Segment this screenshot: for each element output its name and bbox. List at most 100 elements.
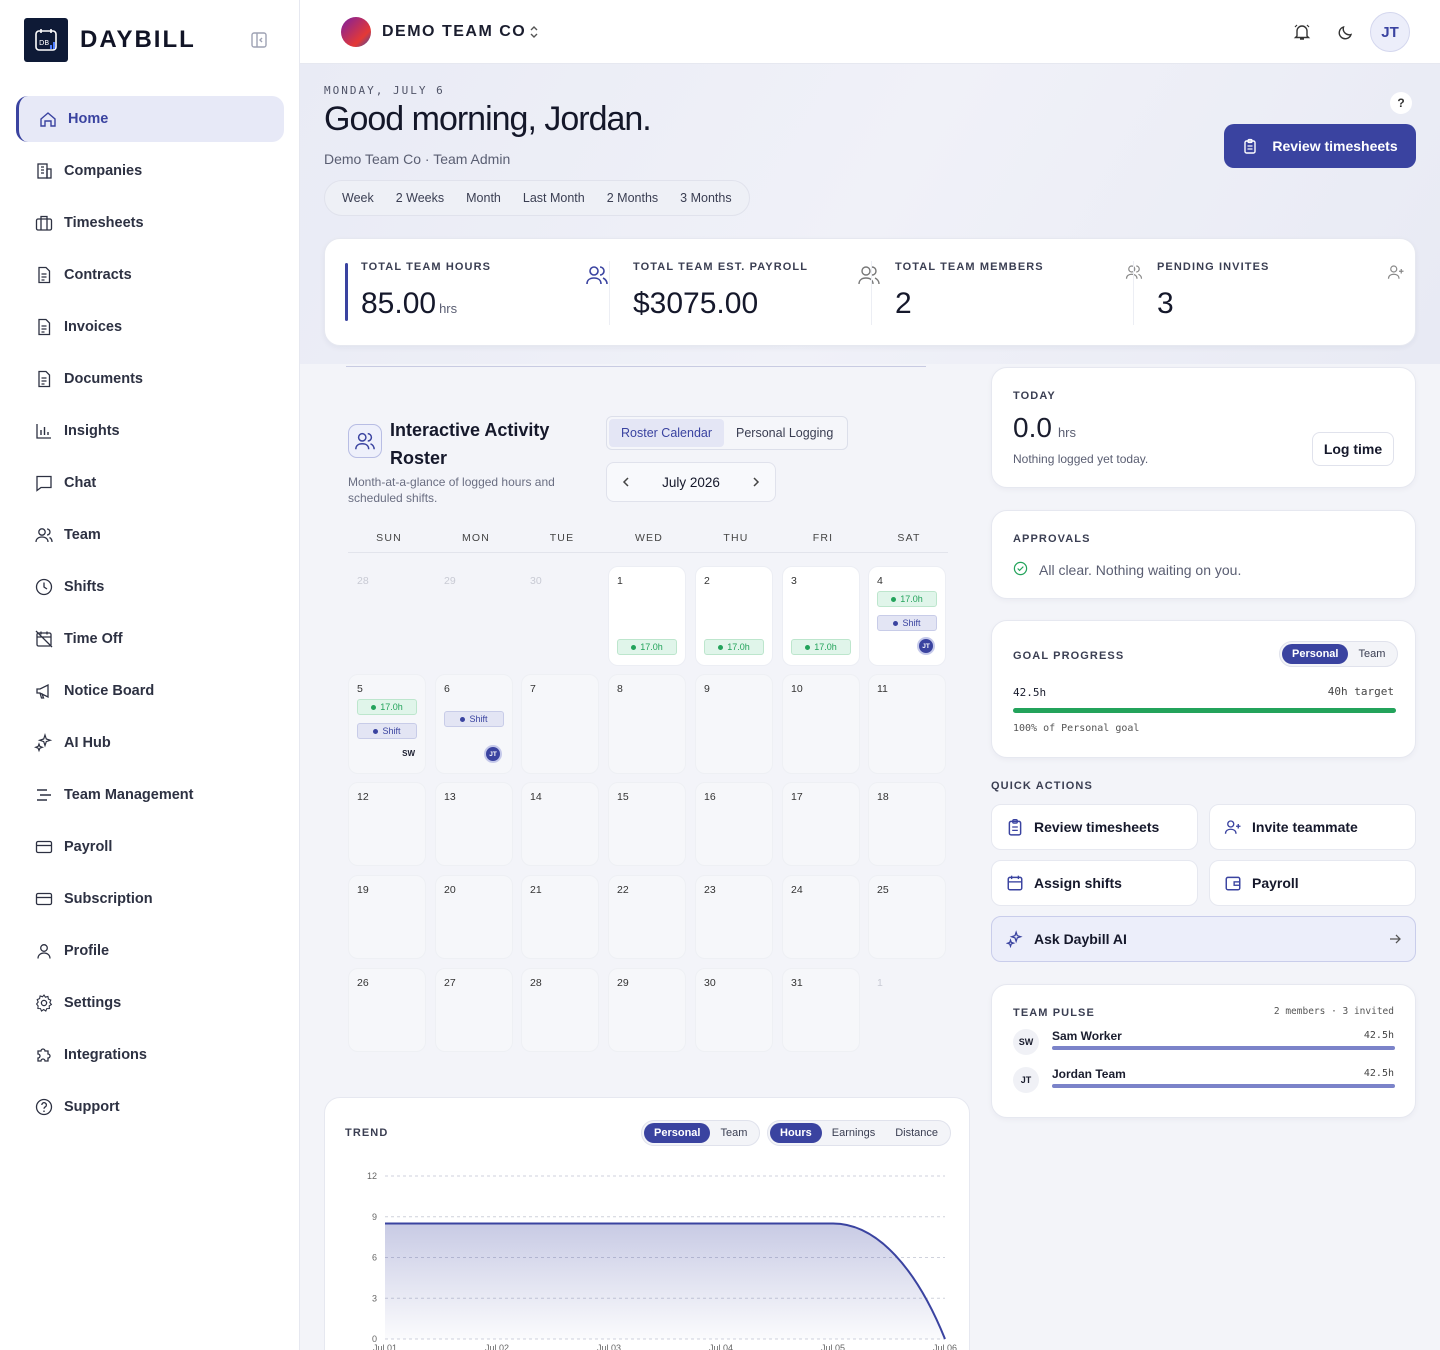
qa-payroll[interactable]: Payroll: [1209, 860, 1416, 906]
tab-personal-logging[interactable]: Personal Logging: [736, 426, 834, 440]
approvals-message: All clear. Nothing waiting on you.: [1039, 562, 1242, 578]
help-button[interactable]: ?: [1390, 92, 1412, 114]
chevron-updown-icon[interactable]: [528, 24, 540, 40]
calendar-day[interactable]: 13: [435, 782, 513, 866]
calendar-day[interactable]: 1: [868, 968, 946, 1052]
range-option[interactable]: Last Month: [522, 191, 585, 205]
chevron-left-icon[interactable]: [621, 476, 631, 488]
hours-pill[interactable]: 17.0h: [877, 591, 937, 607]
calendar-day[interactable]: 29: [608, 968, 686, 1052]
sidebar-item-home[interactable]: Home: [16, 96, 284, 142]
sidebar-item-contracts[interactable]: Contracts: [16, 252, 284, 298]
sidebar-item-shifts[interactable]: Shifts: [16, 564, 284, 610]
range-option[interactable]: 2 Weeks: [395, 191, 445, 205]
qa-review-timesheets[interactable]: Review timesheets: [991, 804, 1198, 850]
brand[interactable]: DB DAYBILL: [24, 18, 196, 62]
collapse-sidebar-icon[interactable]: [250, 31, 268, 49]
calendar-day[interactable]: 28: [348, 566, 426, 666]
trend-personal-option[interactable]: Personal: [644, 1123, 711, 1143]
range-option[interactable]: Month: [466, 191, 501, 205]
tab-roster-calendar[interactable]: Roster Calendar: [609, 419, 725, 447]
sidebar-item-payroll[interactable]: Payroll: [16, 824, 284, 870]
shift-pill[interactable]: Shift: [444, 711, 504, 727]
calendar-day[interactable]: 18: [868, 782, 946, 866]
moon-icon[interactable]: [1336, 22, 1356, 42]
calendar-day[interactable]: 17: [782, 782, 860, 866]
sidebar-item-time-off[interactable]: Time Off: [16, 616, 284, 662]
trend-team-option[interactable]: Team: [720, 1127, 748, 1139]
calendar-day[interactable]: 20: [435, 875, 513, 959]
calendar-day[interactable]: 15: [608, 782, 686, 866]
sidebar-item-settings[interactable]: Settings: [16, 980, 284, 1026]
sidebar-item-integrations[interactable]: Integrations: [16, 1032, 284, 1078]
qa-invite-teammate[interactable]: Invite teammate: [1209, 804, 1416, 850]
calendar-day[interactable]: 25: [868, 875, 946, 959]
hours-pill[interactable]: 17.0h: [791, 639, 851, 655]
calendar-day[interactable]: 21: [521, 875, 599, 959]
calendar-day[interactable]: 14: [521, 782, 599, 866]
team-name[interactable]: DEMO TEAM CO: [382, 23, 527, 40]
sidebar-item-chat[interactable]: Chat: [16, 460, 284, 506]
hours-pill[interactable]: 17.0h: [357, 699, 417, 715]
range-option[interactable]: Week: [342, 191, 374, 205]
range-option[interactable]: 2 Months: [606, 191, 659, 205]
calendar-day[interactable]: 1 17.0h: [608, 566, 686, 666]
review-timesheets-button[interactable]: Review timesheets: [1224, 124, 1416, 168]
trend-earnings-option[interactable]: Earnings: [831, 1127, 876, 1139]
qa-assign-shifts[interactable]: Assign shifts: [991, 860, 1198, 906]
calendar-day[interactable]: 30: [521, 566, 599, 666]
range-option[interactable]: 3 Months: [680, 191, 732, 205]
ask-ai-button[interactable]: Ask Daybill AI: [991, 916, 1416, 962]
calendar-day[interactable]: 23: [695, 875, 773, 959]
goal-team-option[interactable]: Team: [1358, 648, 1386, 660]
calendar-day[interactable]: 30: [695, 968, 773, 1052]
calendar-day[interactable]: 9: [695, 674, 773, 774]
sidebar-item-companies[interactable]: Companies: [16, 148, 284, 194]
sidebar-item-documents[interactable]: Documents: [16, 356, 284, 402]
calendar-day[interactable]: 2 17.0h: [695, 566, 773, 666]
hours-pill[interactable]: 17.0h: [617, 639, 677, 655]
shift-pill[interactable]: Shift: [877, 615, 937, 631]
calendar-day[interactable]: 6 Shift JT: [435, 674, 513, 774]
calendar-day[interactable]: 11: [868, 674, 946, 774]
team-avatar[interactable]: [341, 17, 371, 47]
sidebar-item-ai-hub[interactable]: AI Hub: [16, 720, 284, 766]
calendar-day[interactable]: 8: [608, 674, 686, 774]
calendar-day[interactable]: 24: [782, 875, 860, 959]
calendar-day[interactable]: 22: [608, 875, 686, 959]
calendar-day[interactable]: 28: [521, 968, 599, 1052]
calendar-day[interactable]: 16: [695, 782, 773, 866]
calendar-day[interactable]: 3 17.0h: [782, 566, 860, 666]
calendar-day[interactable]: 27: [435, 968, 513, 1052]
day-number: 29: [444, 575, 456, 587]
sidebar-item-notice-board[interactable]: Notice Board: [16, 668, 284, 714]
sidebar-item-team-management[interactable]: Team Management: [16, 772, 284, 818]
day-number: 17: [791, 791, 803, 803]
hours-pill[interactable]: 17.0h: [704, 639, 764, 655]
calendar-day[interactable]: 5 17.0h Shift SW: [348, 674, 426, 774]
shift-pill[interactable]: Shift: [357, 723, 417, 739]
calendar-day[interactable]: 10: [782, 674, 860, 774]
sidebar-item-subscription[interactable]: Subscription: [16, 876, 284, 922]
calendar-day[interactable]: 12: [348, 782, 426, 866]
user-avatar[interactable]: JT: [1370, 12, 1410, 52]
trend-hours-option[interactable]: Hours: [770, 1123, 822, 1143]
calendar-day[interactable]: 31: [782, 968, 860, 1052]
calendar-day[interactable]: 4 17.0h Shift JT: [868, 566, 946, 666]
sidebar-item-profile[interactable]: Profile: [16, 928, 284, 974]
sidebar-item-support[interactable]: Support: [16, 1084, 284, 1130]
status-dot: [460, 716, 466, 722]
calendar-day[interactable]: 26: [348, 968, 426, 1052]
sidebar-item-invoices[interactable]: Invoices: [16, 304, 284, 350]
calendar-day[interactable]: 7: [521, 674, 599, 774]
goal-personal-option[interactable]: Personal: [1282, 644, 1349, 664]
sidebar-item-insights[interactable]: Insights: [16, 408, 284, 454]
sidebar-item-team[interactable]: Team: [16, 512, 284, 558]
sidebar-item-timesheets[interactable]: Timesheets: [16, 200, 284, 246]
log-time-button[interactable]: Log time: [1312, 432, 1394, 466]
bell-icon[interactable]: [1292, 22, 1312, 42]
calendar-day[interactable]: 29: [435, 566, 513, 666]
chevron-right-icon[interactable]: [751, 476, 761, 488]
trend-distance-option[interactable]: Distance: [895, 1127, 938, 1139]
calendar-day[interactable]: 19: [348, 875, 426, 959]
